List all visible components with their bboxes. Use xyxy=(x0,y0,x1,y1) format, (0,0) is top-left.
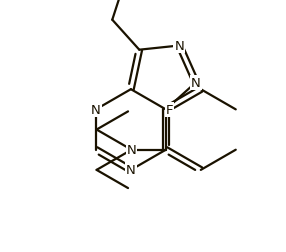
Text: N: N xyxy=(91,104,101,116)
Text: F: F xyxy=(166,104,173,116)
Text: N: N xyxy=(127,144,136,156)
Text: N: N xyxy=(126,164,136,177)
Text: N: N xyxy=(174,40,184,53)
Text: N: N xyxy=(191,77,201,89)
